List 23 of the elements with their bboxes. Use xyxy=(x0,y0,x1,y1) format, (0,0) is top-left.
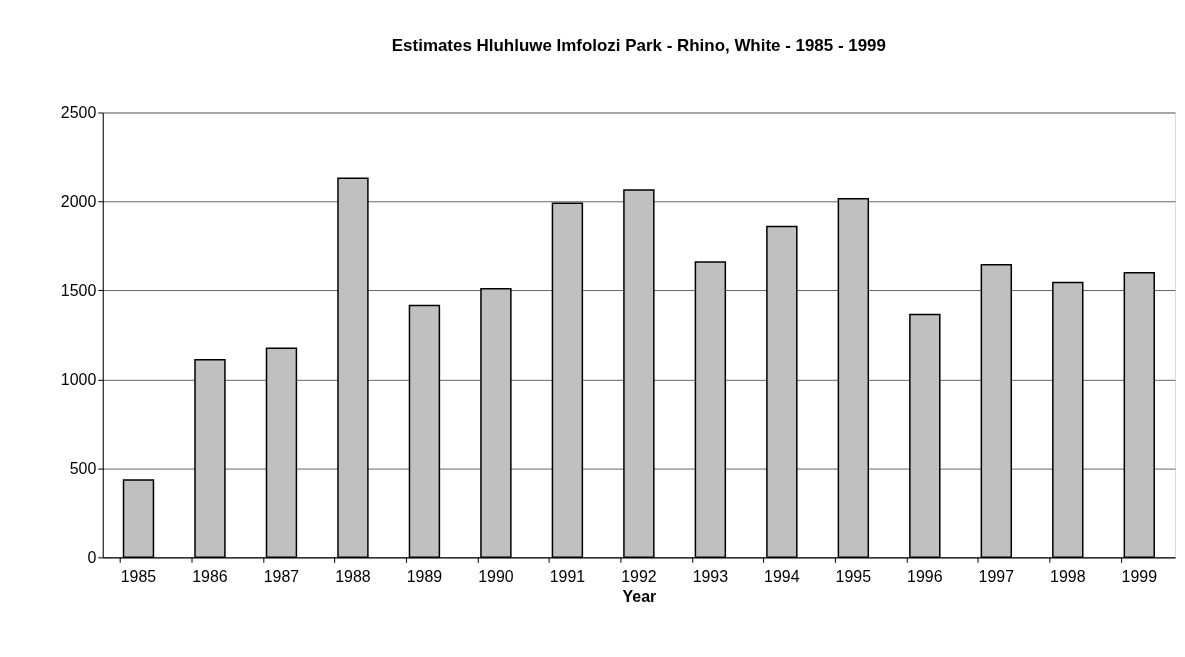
y-tick-label: 0 xyxy=(87,548,97,566)
y-tick-label: 2000 xyxy=(60,192,97,210)
x-tick-label: 1989 xyxy=(406,567,443,585)
x-tick-label: 1986 xyxy=(192,567,228,585)
x-tick-label: 1987 xyxy=(263,567,300,585)
x-tick-label: 1990 xyxy=(478,567,514,585)
x-tick-label: 1996 xyxy=(907,567,943,585)
x-tick-label: 1992 xyxy=(621,567,657,585)
x-tick-label: 1998 xyxy=(1050,567,1086,585)
x-tick-label: 1988 xyxy=(335,567,371,585)
y-tick-label: 2500 xyxy=(60,103,97,121)
chart-title: Estimates Hluhluwe Imfolozi Park - Rhino, White - 1985 - 1999 xyxy=(391,35,886,55)
y-tick-label: 1500 xyxy=(60,281,97,299)
x-tick-label: 1994 xyxy=(764,567,800,585)
x-tick-label: 1999 xyxy=(1121,567,1158,585)
x-tick-label: 1993 xyxy=(692,567,729,585)
x-axis-title: Year xyxy=(622,587,657,605)
y-tick-label: 1000 xyxy=(60,370,97,388)
x-tick-label: 1997 xyxy=(978,567,1015,585)
x-tick-label: 1985 xyxy=(120,567,157,585)
x-tick-label: 1991 xyxy=(549,567,586,585)
y-tick-label: 500 xyxy=(69,459,97,477)
x-tick-label: 1995 xyxy=(835,567,872,585)
